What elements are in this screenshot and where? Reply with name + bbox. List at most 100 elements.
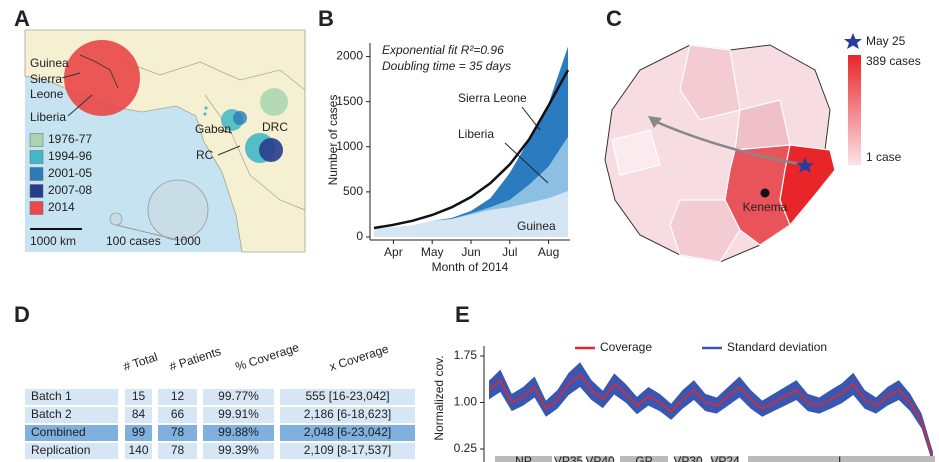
map-label: Guinea [30, 56, 69, 70]
x-tick-label: Jun [461, 245, 480, 259]
outbreak-circle [203, 112, 207, 116]
size-label: 1000 [174, 234, 201, 248]
sd-band [489, 362, 933, 462]
y-tick-label: 1000 [336, 139, 363, 153]
city-dot [760, 188, 770, 198]
legend-label: 1994-96 [48, 149, 92, 163]
gene-bar [556, 456, 581, 462]
district [779, 144, 836, 227]
legend-swatch [29, 150, 44, 164]
district [679, 44, 741, 121]
leader [61, 72, 81, 79]
table-cell [158, 407, 197, 423]
column-header: # Total [122, 350, 160, 374]
table-text: 66 [171, 407, 185, 421]
legend-swatch [29, 201, 44, 215]
table-text: 2,186 [6-18,623] [304, 407, 391, 421]
table-text: 99.88% [218, 425, 259, 439]
y-tick-label: 1.00 [454, 395, 478, 409]
table-cell [203, 425, 274, 441]
city-label: Kenema [743, 200, 788, 214]
spread-arrow [651, 118, 806, 167]
size-circle [147, 179, 209, 241]
gene-bar [711, 456, 739, 462]
gene-label: L [838, 454, 845, 462]
table-text: 2,109 [8-17,537] [304, 443, 391, 457]
table-cell [203, 389, 274, 405]
y-tick-label: 500 [343, 184, 363, 198]
annotation: Doubling time = 35 days [382, 59, 511, 73]
legend-label: 1 case [866, 150, 902, 164]
table-cell [280, 389, 415, 405]
gene-bar [748, 456, 935, 462]
gene-bar [620, 456, 668, 462]
star [796, 157, 814, 173]
table-cell [158, 389, 197, 405]
x-tick-label: Jul [502, 245, 517, 259]
legend-label: 389 cases [866, 54, 921, 68]
table-text: 2,048 [6-23,042] [304, 425, 391, 439]
table-cell [25, 389, 118, 405]
leader [67, 94, 93, 117]
panel-label: D [14, 302, 30, 327]
table-text: Replication [31, 443, 90, 457]
coverage-line [488, 373, 934, 459]
gene-bar [675, 456, 701, 462]
panel-label: E [455, 302, 470, 327]
table-text: 99.77% [218, 389, 259, 403]
table-text: 78 [171, 443, 185, 457]
table-text: 555 [16-23,042] [305, 389, 389, 403]
table-text: Batch 2 [31, 407, 72, 421]
scale-label: 1000 km [30, 234, 76, 248]
panel-label: B [318, 6, 334, 31]
outbreak-circle [260, 88, 288, 116]
border [79, 54, 119, 89]
legend-label: 2007-08 [48, 183, 92, 197]
legend-label: 1976-77 [48, 132, 92, 146]
outbreak-circle [233, 111, 247, 125]
legend-swatch [29, 133, 44, 147]
y-tick-label: 1500 [336, 94, 363, 108]
map-label: DRC [262, 120, 288, 134]
map-label: Gabon [195, 122, 231, 136]
table-text: Batch 1 [31, 389, 72, 403]
outbreak-circle [64, 40, 140, 116]
panel-label: A [14, 6, 30, 31]
legend-label: 2014 [48, 200, 75, 214]
legend-label: Coverage [600, 340, 652, 354]
size-guide [115, 224, 179, 241]
x-axis-title: Month of 2014 [432, 260, 509, 274]
table-cell [203, 407, 274, 423]
arrow-head [648, 116, 662, 128]
table-cell [25, 443, 118, 459]
table-cell [125, 425, 152, 441]
legend-label: 2001-05 [48, 166, 92, 180]
table-cell [280, 425, 415, 441]
column-header: % Coverage [234, 340, 301, 374]
table-cell [280, 407, 415, 423]
area [374, 190, 568, 237]
gene-label: NP [515, 454, 532, 462]
series-label: Guinea [517, 219, 556, 233]
leader [217, 145, 241, 156]
x-tick-label: Aug [538, 245, 559, 259]
table-cell [280, 443, 415, 459]
gene-label: GP [635, 454, 652, 462]
leader [504, 142, 549, 184]
gene-bar [495, 456, 552, 462]
table-text: 140 [128, 443, 148, 457]
border [119, 59, 306, 91]
legend-swatch [29, 167, 44, 181]
area [374, 46, 568, 228]
district [669, 199, 741, 263]
gene-label: VP24 [710, 454, 740, 462]
size-circle [109, 212, 123, 226]
y-axis-title: Normalized cov. [432, 355, 446, 440]
gene-label: VP40 [585, 454, 615, 462]
gene-bar [587, 456, 613, 462]
series-label: Sierra Leone [458, 91, 527, 105]
table-text: 12 [171, 389, 185, 403]
outbreak-circle [204, 106, 208, 110]
y-axis-title: Number of cases [326, 95, 340, 186]
